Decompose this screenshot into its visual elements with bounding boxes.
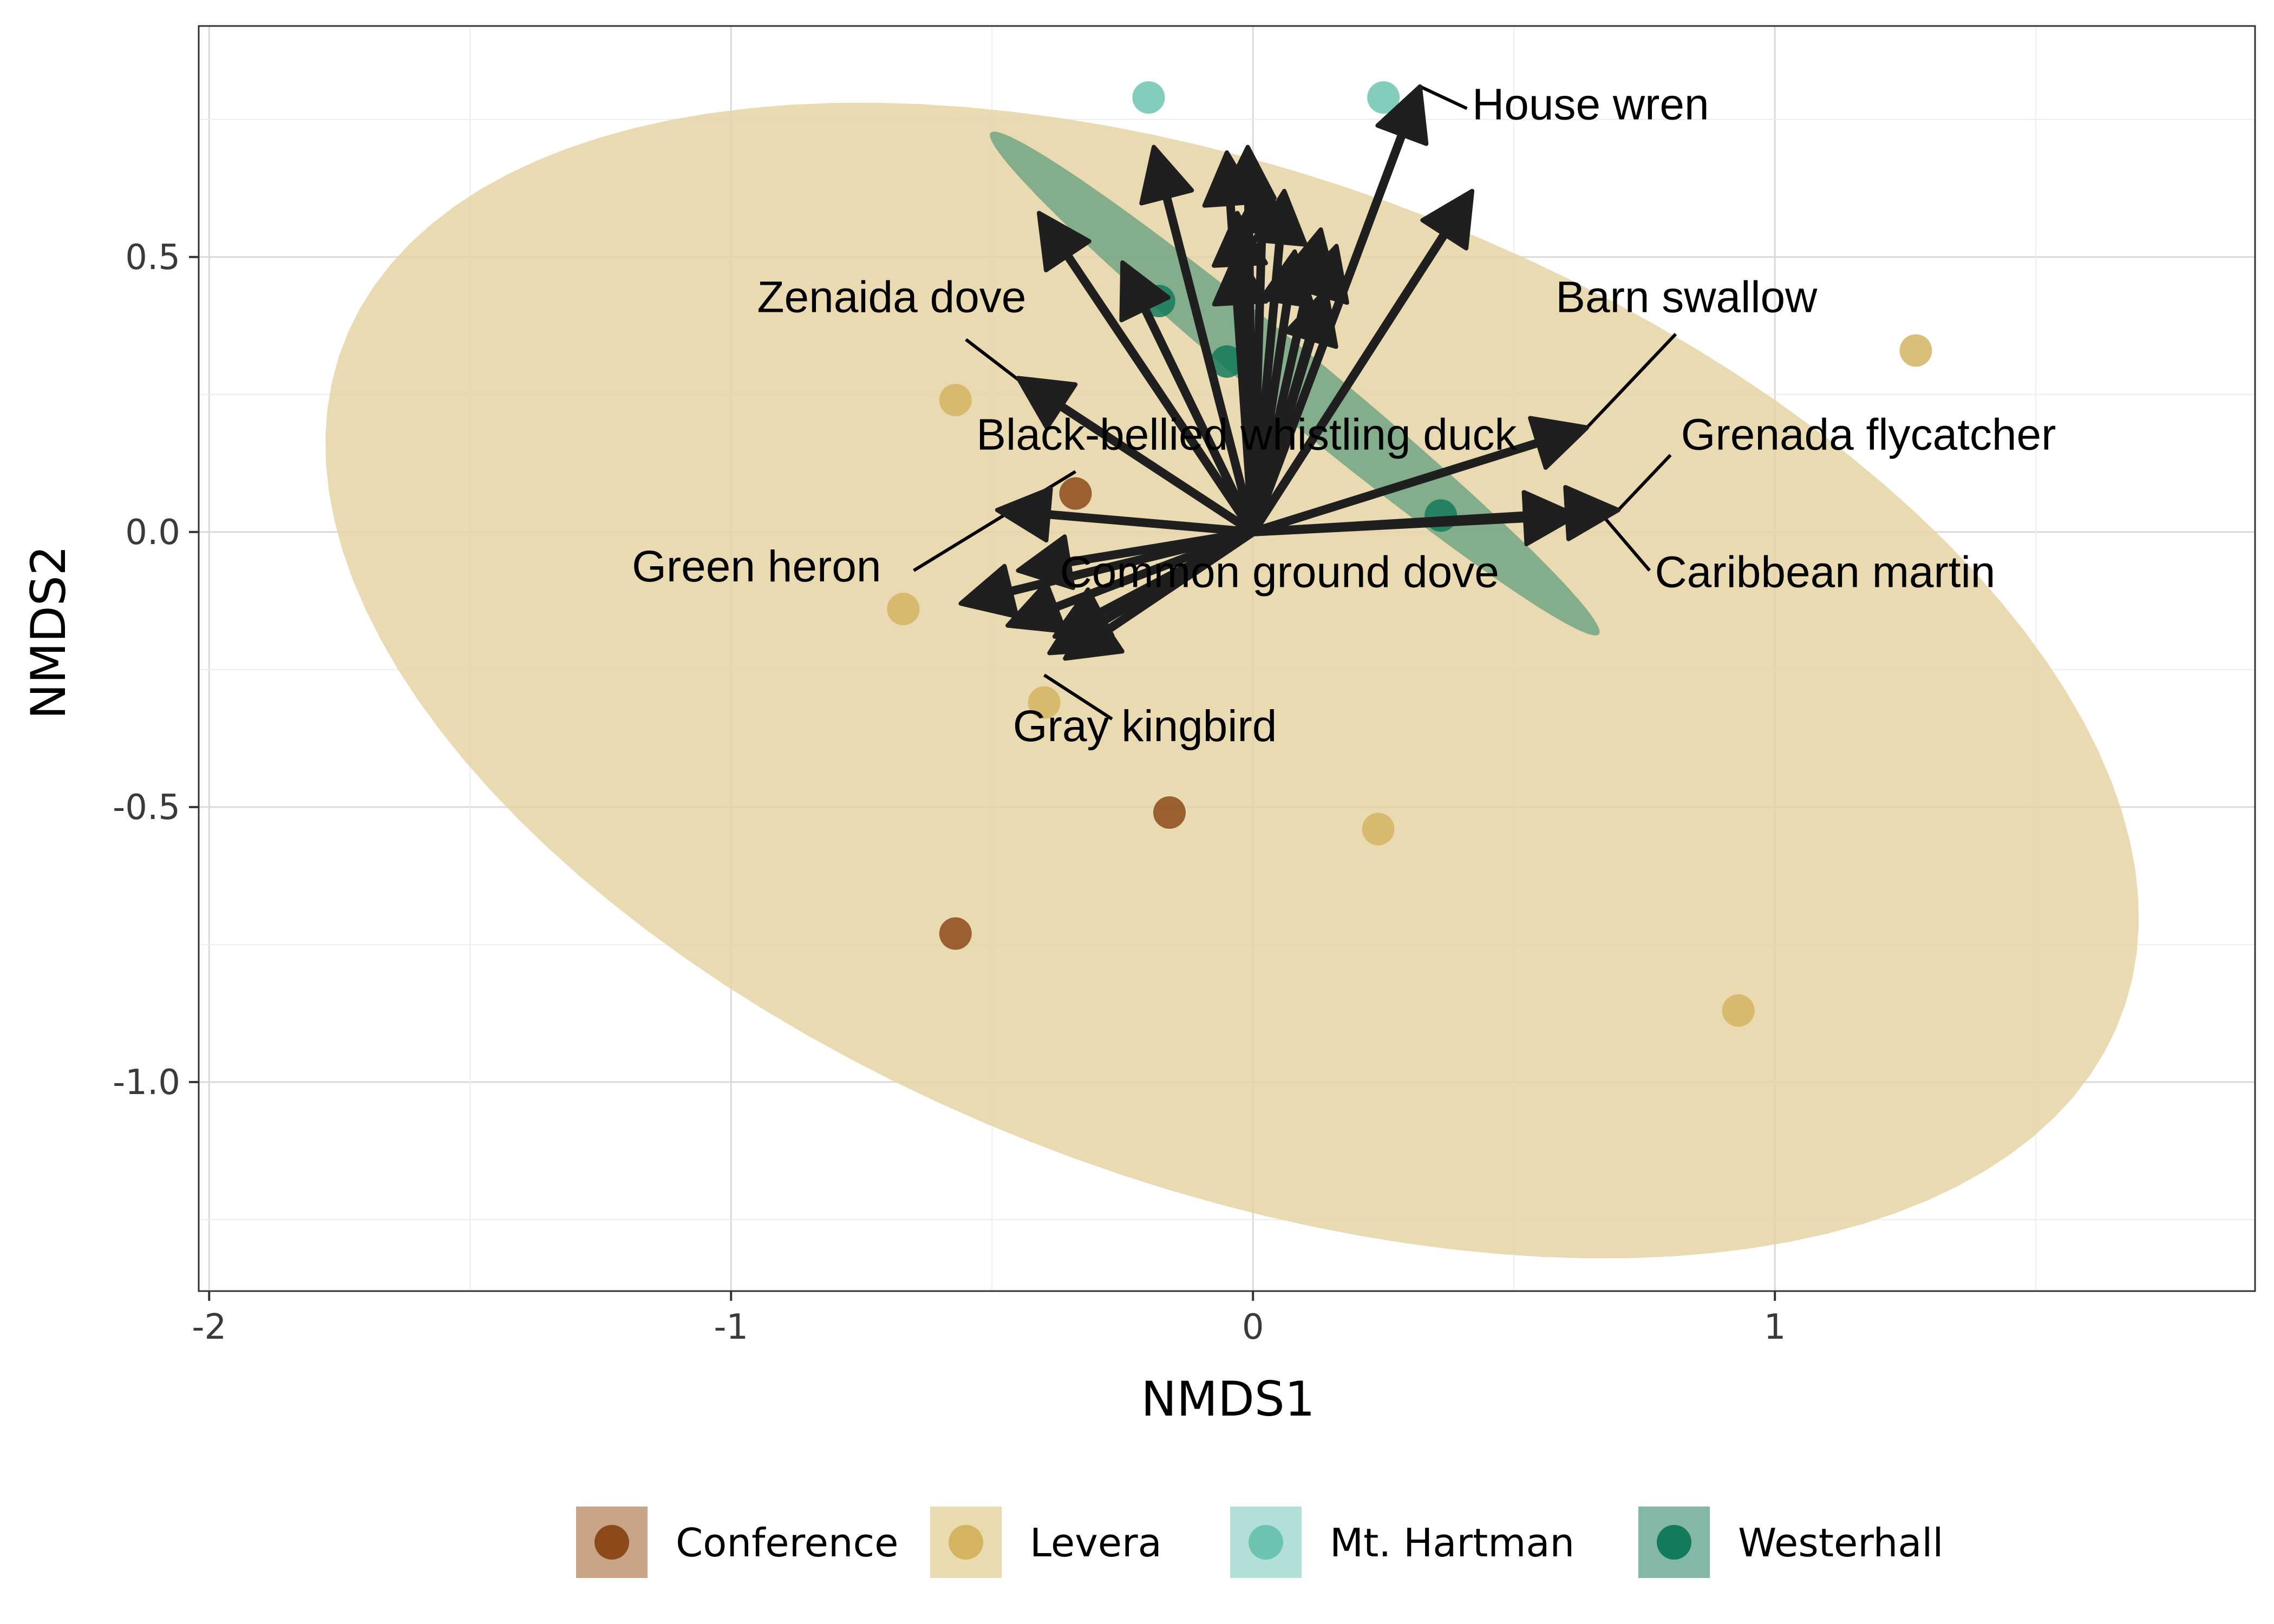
- legend-label: Conference: [676, 1520, 898, 1566]
- plot-panel: House wren Zenaida dove Barn swallow Black-…: [198, 25, 2256, 1292]
- legend-point: [949, 1525, 983, 1560]
- leader-line: [1617, 454, 1672, 512]
- legend-item-westerhall: Westerhall: [1638, 1507, 1943, 1578]
- species-vector: [1249, 287, 1338, 536]
- panel-border: [198, 25, 2256, 1292]
- leader-line: [1419, 85, 1468, 110]
- species-label: Gray kingbird: [1013, 702, 1277, 751]
- species-label: Grenada flycatcher: [1681, 410, 2056, 459]
- species-label: Common ground dove: [1060, 547, 1499, 597]
- species-label: Black-bellied whistling duck: [976, 410, 1517, 459]
- legend-label: Mt. Hartman: [1330, 1520, 1574, 1566]
- point-mt-hartman: [1367, 81, 1400, 114]
- y-axis: 0.5 0.0 -0.5 -1.0: [113, 238, 199, 1103]
- species-vector: [1249, 416, 1590, 536]
- legend-item-levera: Levera: [930, 1507, 1162, 1578]
- legend-item-conference: Conference: [576, 1507, 898, 1578]
- species-label: Caribbean martin: [1655, 547, 1995, 597]
- species-vector: [1119, 260, 1258, 536]
- species-label: Barn swallow: [1556, 272, 1818, 322]
- legend-label: Levera: [1030, 1520, 1162, 1566]
- y-tick-label: -1.0: [113, 1063, 180, 1103]
- point-levera: [1028, 686, 1061, 719]
- x-tick-label: 0: [1242, 1307, 1264, 1347]
- legend-point: [1249, 1525, 1283, 1560]
- species-label: Zenaida dove: [757, 272, 1026, 322]
- legend: Conference Levera Mt. Hartman Westerhall: [576, 1507, 1943, 1578]
- leader-line: [1601, 514, 1651, 572]
- species-vector: [1212, 249, 1269, 536]
- leader-line: [965, 338, 1024, 385]
- leader-line: [1043, 673, 1113, 721]
- point-conference: [1153, 796, 1186, 829]
- species-label: House wren: [1472, 80, 1709, 129]
- x-axis: -2 -1 0 1: [192, 1291, 1786, 1347]
- point-levera: [887, 593, 920, 626]
- legend-item-mt-hartman: Mt. Hartman: [1230, 1507, 1574, 1578]
- species-vector: [1139, 145, 1258, 536]
- y-axis-title: NMDS2: [21, 545, 76, 719]
- x-tick-label: -1: [714, 1307, 748, 1347]
- legend-point: [594, 1525, 629, 1560]
- point-levera: [1899, 334, 1932, 367]
- y-tick-label: 0.0: [125, 513, 180, 553]
- x-tick-label: 1: [1764, 1307, 1786, 1347]
- species-labels: House wren Zenaida dove Barn swallow Black-…: [632, 80, 2056, 751]
- leader-line: [1585, 332, 1677, 429]
- species-vector: [1249, 188, 1475, 536]
- species-vector: [1016, 376, 1258, 536]
- point-levera: [1722, 994, 1755, 1027]
- x-tick-label: -2: [192, 1307, 226, 1347]
- species-label: Green heron: [632, 542, 881, 591]
- point-mt-hartman: [1132, 81, 1165, 114]
- ellipse-levera: [325, 102, 2139, 1259]
- species-vector: [995, 486, 1258, 543]
- point-conference: [1059, 477, 1092, 510]
- legend-label: Westerhall: [1738, 1520, 1943, 1566]
- species-vector: [958, 527, 1258, 619]
- y-tick-label: 0.5: [125, 238, 180, 278]
- point-westerhall: [1211, 345, 1243, 378]
- species-vector: [1063, 527, 1258, 661]
- species-vector: [1036, 211, 1258, 536]
- legend-point: [1657, 1525, 1691, 1560]
- species-vectors: [958, 84, 1620, 661]
- y-tick-label: -0.5: [113, 788, 180, 828]
- x-axis-title: NMDS1: [1141, 1371, 1315, 1427]
- species-vector: [1249, 484, 1620, 541]
- point-levera: [1362, 813, 1395, 846]
- point-levera: [939, 383, 972, 416]
- point-conference: [939, 917, 972, 950]
